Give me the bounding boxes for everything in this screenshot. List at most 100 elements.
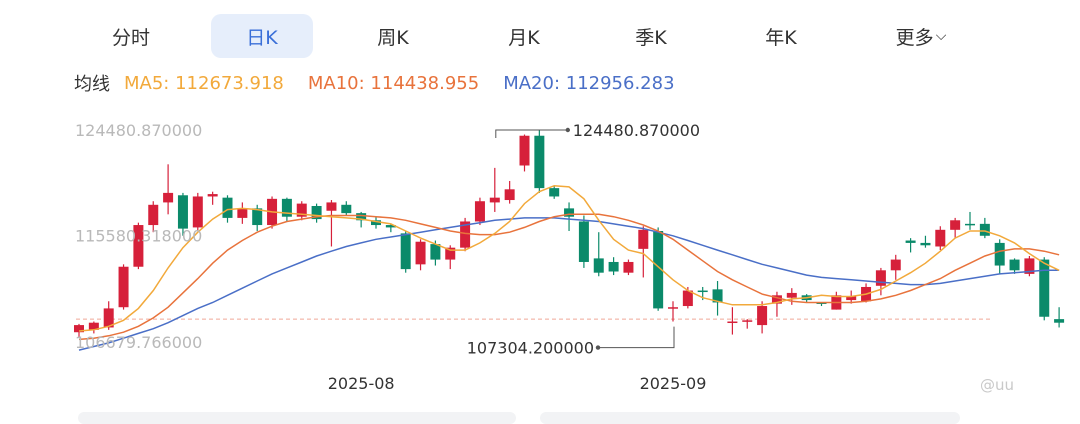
- candle-body: [623, 261, 634, 273]
- candle-body: [668, 307, 678, 309]
- candle-body: [237, 208, 248, 218]
- tab-label: 季K: [635, 26, 667, 49]
- candle-body: [965, 223, 975, 226]
- candle-body: [935, 229, 946, 247]
- candle-body: [445, 247, 456, 260]
- x-axis-label: 2025-09: [640, 374, 707, 393]
- candle-body: [920, 242, 931, 246]
- tab-monthly-k[interactable]: 月K: [473, 14, 575, 58]
- candle-body: [207, 194, 218, 197]
- candle-body: [371, 220, 381, 226]
- candle-body: [222, 197, 233, 218]
- candle-body: [460, 221, 471, 248]
- tab-label: 更多: [895, 26, 934, 49]
- candle-body: [252, 208, 263, 226]
- candle-body: [682, 290, 693, 307]
- candle-body: [133, 225, 144, 267]
- tab-yearly-k[interactable]: 年K: [730, 14, 832, 58]
- bottom-card-left: [78, 412, 516, 424]
- x-axis-label: 2025-08: [328, 374, 395, 393]
- candle-body: [311, 205, 322, 220]
- candle-body: [489, 197, 500, 203]
- candle-body: [74, 325, 84, 333]
- candle-body: [1039, 259, 1050, 317]
- candle-body: [504, 189, 515, 201]
- candle-body: [326, 202, 337, 211]
- candlestick-chart[interactable]: 124480.870000 115580.318000 106679.766000 1…: [0, 100, 1080, 400]
- candle-body: [177, 195, 188, 229]
- min-annotation-dot: [595, 345, 601, 350]
- tab-label: 分时: [111, 26, 150, 49]
- watermark: @uu: [980, 376, 1015, 394]
- y-axis-label: 115580.318000: [75, 227, 202, 246]
- ma10-value: MA10: 114438.955: [307, 72, 480, 94]
- candle-body: [875, 270, 886, 286]
- candle-body: [757, 306, 768, 326]
- candle-body: [1009, 259, 1020, 271]
- bottom-card-right: [540, 412, 960, 424]
- candle-body: [474, 201, 485, 222]
- candle-body: [192, 196, 203, 228]
- tab-weekly-k[interactable]: 周K: [342, 14, 444, 58]
- candle-body: [415, 241, 426, 265]
- ma5-line: [78, 184, 1060, 332]
- candle-body: [118, 266, 129, 308]
- candle-body: [356, 213, 367, 221]
- tab-more[interactable]: 更多 ⌵: [870, 14, 972, 58]
- candle-body: [742, 320, 753, 322]
- tab-label: 月K: [508, 26, 540, 49]
- tab-intraday[interactable]: 分时: [80, 14, 182, 58]
- candle-body: [950, 220, 961, 230]
- candle-body: [385, 225, 396, 228]
- tab-label: 年K: [765, 26, 797, 49]
- tab-quarterly-k[interactable]: 季K: [600, 14, 702, 58]
- candle-body: [979, 223, 990, 236]
- candle-body: [400, 233, 411, 270]
- min-annotation-leader: [598, 326, 675, 349]
- candle-body: [341, 204, 352, 214]
- ma20-value: MA20: 112956.283: [503, 72, 675, 94]
- max-annotation-leader: [495, 129, 568, 138]
- chevron-down-icon: ⌵: [935, 28, 947, 44]
- candle-body: [994, 242, 1005, 266]
- ma10-line: [78, 213, 1060, 341]
- candle-body: [712, 289, 723, 303]
- candle-body: [786, 292, 797, 298]
- candle-body: [638, 229, 649, 249]
- candle-body: [430, 244, 441, 260]
- ma20-line: [78, 217, 1060, 351]
- candle-body: [148, 204, 159, 226]
- candle-body: [564, 208, 575, 217]
- candle-body: [1024, 258, 1035, 274]
- min-annotation-label: 107304.200000: [467, 339, 594, 358]
- tab-label: 日K: [246, 26, 278, 49]
- candle-body: [1054, 319, 1065, 323]
- candle-body: [103, 308, 114, 328]
- max-annotation-dot: [565, 127, 570, 133]
- candle-body: [727, 321, 738, 324]
- candle-body: [905, 240, 916, 243]
- candle-body: [697, 290, 708, 293]
- candle-body: [281, 198, 292, 217]
- candle-body: [653, 231, 664, 309]
- ma-legend-title: 均线: [74, 74, 110, 95]
- max-annotation-label: 124480.870000: [573, 121, 700, 140]
- tab-label: 周K: [377, 26, 409, 49]
- candle-body: [534, 135, 545, 189]
- candle-body: [88, 322, 99, 330]
- candle-body: [846, 296, 857, 301]
- y-axis-label: 124480.870000: [75, 121, 202, 140]
- candle-body: [519, 135, 530, 166]
- ma-legend: 均线 MA5: 112673.918 MA10: 114438.955 MA20…: [74, 70, 699, 96]
- candle-body: [593, 258, 604, 273]
- candle-body: [578, 221, 589, 262]
- candle-body: [890, 259, 901, 271]
- candle-body: [608, 261, 619, 272]
- ma5-value: MA5: 112673.918: [124, 72, 284, 94]
- tab-daily-k[interactable]: 日K: [211, 14, 313, 58]
- candle-body: [771, 295, 782, 304]
- candle-body: [163, 192, 174, 203]
- y-axis-label: 106679.766000: [75, 333, 202, 352]
- candle-body: [296, 203, 307, 217]
- period-tabs: 分时 日K 周K 月K 季K 年K 更多 ⌵: [74, 14, 974, 60]
